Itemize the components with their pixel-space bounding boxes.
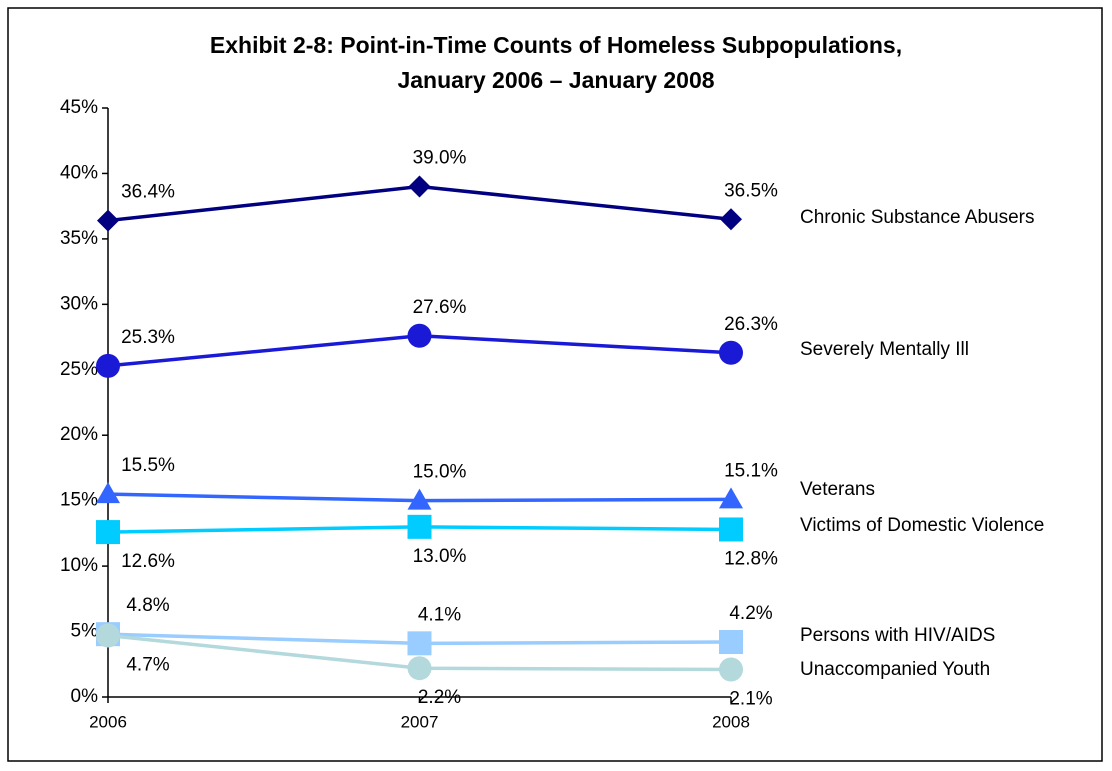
chart-title: January 2006 – January 2008 [397, 67, 714, 93]
legend-label: Persons with HIV/AIDS [800, 625, 995, 646]
y-tick-label: 40% [60, 162, 98, 183]
marker [720, 208, 742, 231]
y-tick-label: 35% [60, 228, 98, 249]
data-label: 4.2% [729, 603, 772, 624]
chart-frame [7, 7, 1103, 762]
data-label: 15.1% [724, 460, 778, 481]
data-label: 12.8% [724, 548, 778, 569]
marker [96, 520, 120, 545]
data-label: 4.7% [126, 654, 169, 675]
marker [407, 514, 432, 539]
data-label: 25.3% [121, 327, 175, 348]
data-label: 4.1% [418, 604, 461, 625]
marker [719, 517, 743, 542]
data-label: 2.1% [729, 689, 772, 710]
marker [719, 630, 743, 655]
x-tick-label: 2008 [712, 712, 750, 731]
y-tick-label: 20% [60, 424, 98, 445]
y-tick-label: 45% [60, 97, 98, 118]
data-label: 2.2% [418, 687, 461, 708]
x-tick-label: 2006 [89, 712, 127, 731]
marker [408, 175, 431, 198]
data-label: 26.3% [724, 314, 778, 335]
legend-label: Veterans [800, 479, 875, 500]
marker [96, 482, 120, 504]
y-tick-label: 30% [60, 293, 98, 314]
marker [407, 656, 432, 681]
data-label: 15.5% [121, 455, 175, 476]
data-label: 36.4% [121, 182, 175, 203]
y-tick-label: 15% [60, 490, 98, 511]
marker [407, 323, 432, 348]
data-label: 4.8% [126, 595, 169, 616]
x-tick-label: 2007 [401, 712, 439, 731]
data-label: 27.6% [413, 297, 467, 318]
data-label: 39.0% [413, 148, 467, 169]
y-tick-label: 0% [71, 686, 99, 707]
y-tick-label: 5% [71, 621, 99, 642]
marker [407, 488, 432, 510]
legend-label: Severely Mentally Ill [800, 339, 969, 360]
data-label: 36.5% [724, 180, 778, 201]
legend-label: Chronic Substance Abusers [800, 207, 1034, 228]
y-tick-label: 10% [60, 555, 98, 576]
marker [96, 353, 120, 378]
marker [719, 487, 743, 509]
y-tick-label: 25% [60, 359, 98, 380]
marker [96, 623, 120, 648]
marker [719, 340, 743, 365]
legend-label: Unaccompanied Youth [800, 659, 990, 680]
data-label: 15.0% [413, 462, 467, 483]
data-label: 12.6% [121, 551, 175, 572]
marker [719, 657, 743, 682]
marker [407, 631, 432, 656]
data-label: 13.0% [413, 546, 467, 567]
chart-title: Exhibit 2-8: Point-in-Time Counts of Hom… [210, 32, 902, 58]
marker [97, 209, 119, 232]
legend-label: Victims of Domestic Violence [800, 515, 1044, 536]
